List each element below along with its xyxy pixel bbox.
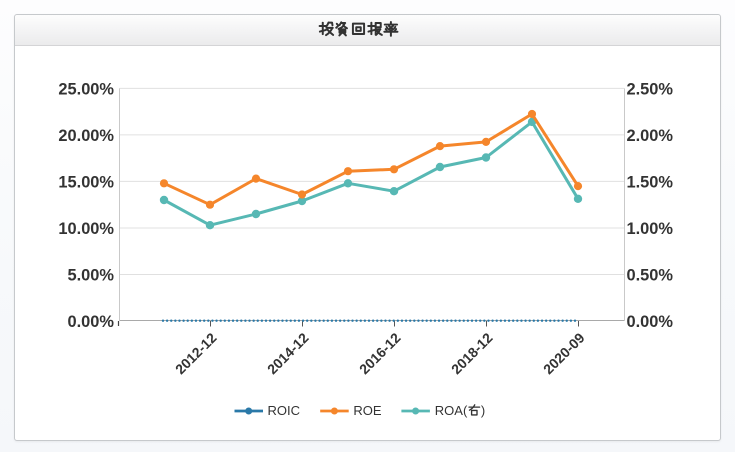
svg-text:5.00%: 5.00% xyxy=(68,267,115,285)
svg-text:2018-12: 2018-12 xyxy=(448,329,496,377)
svg-text:20.00%: 20.00% xyxy=(58,127,114,145)
svg-text:): ) xyxy=(481,403,485,418)
svg-text:2020-09: 2020-09 xyxy=(540,329,588,377)
svg-text:10.00%: 10.00% xyxy=(58,220,114,238)
svg-text:2016-12: 2016-12 xyxy=(356,329,404,377)
svg-text:0.50%: 0.50% xyxy=(627,267,674,285)
svg-text:0.00%: 0.00% xyxy=(68,313,115,331)
svg-text:1.50%: 1.50% xyxy=(627,173,674,191)
svg-text:2014-12: 2014-12 xyxy=(264,329,312,377)
svg-text:25.00%: 25.00% xyxy=(58,80,114,98)
svg-text:ROE: ROE xyxy=(353,403,382,418)
svg-text:ROA(: ROA( xyxy=(435,403,468,418)
svg-text:2.00%: 2.00% xyxy=(627,127,674,145)
svg-text:2012-12: 2012-12 xyxy=(172,329,220,377)
svg-text:0.00%: 0.00% xyxy=(627,313,674,331)
svg-text:1.00%: 1.00% xyxy=(627,220,674,238)
svg-text:2.50%: 2.50% xyxy=(627,80,674,98)
svg-text:15.00%: 15.00% xyxy=(58,173,114,191)
svg-text:ROIC: ROIC xyxy=(268,403,301,418)
